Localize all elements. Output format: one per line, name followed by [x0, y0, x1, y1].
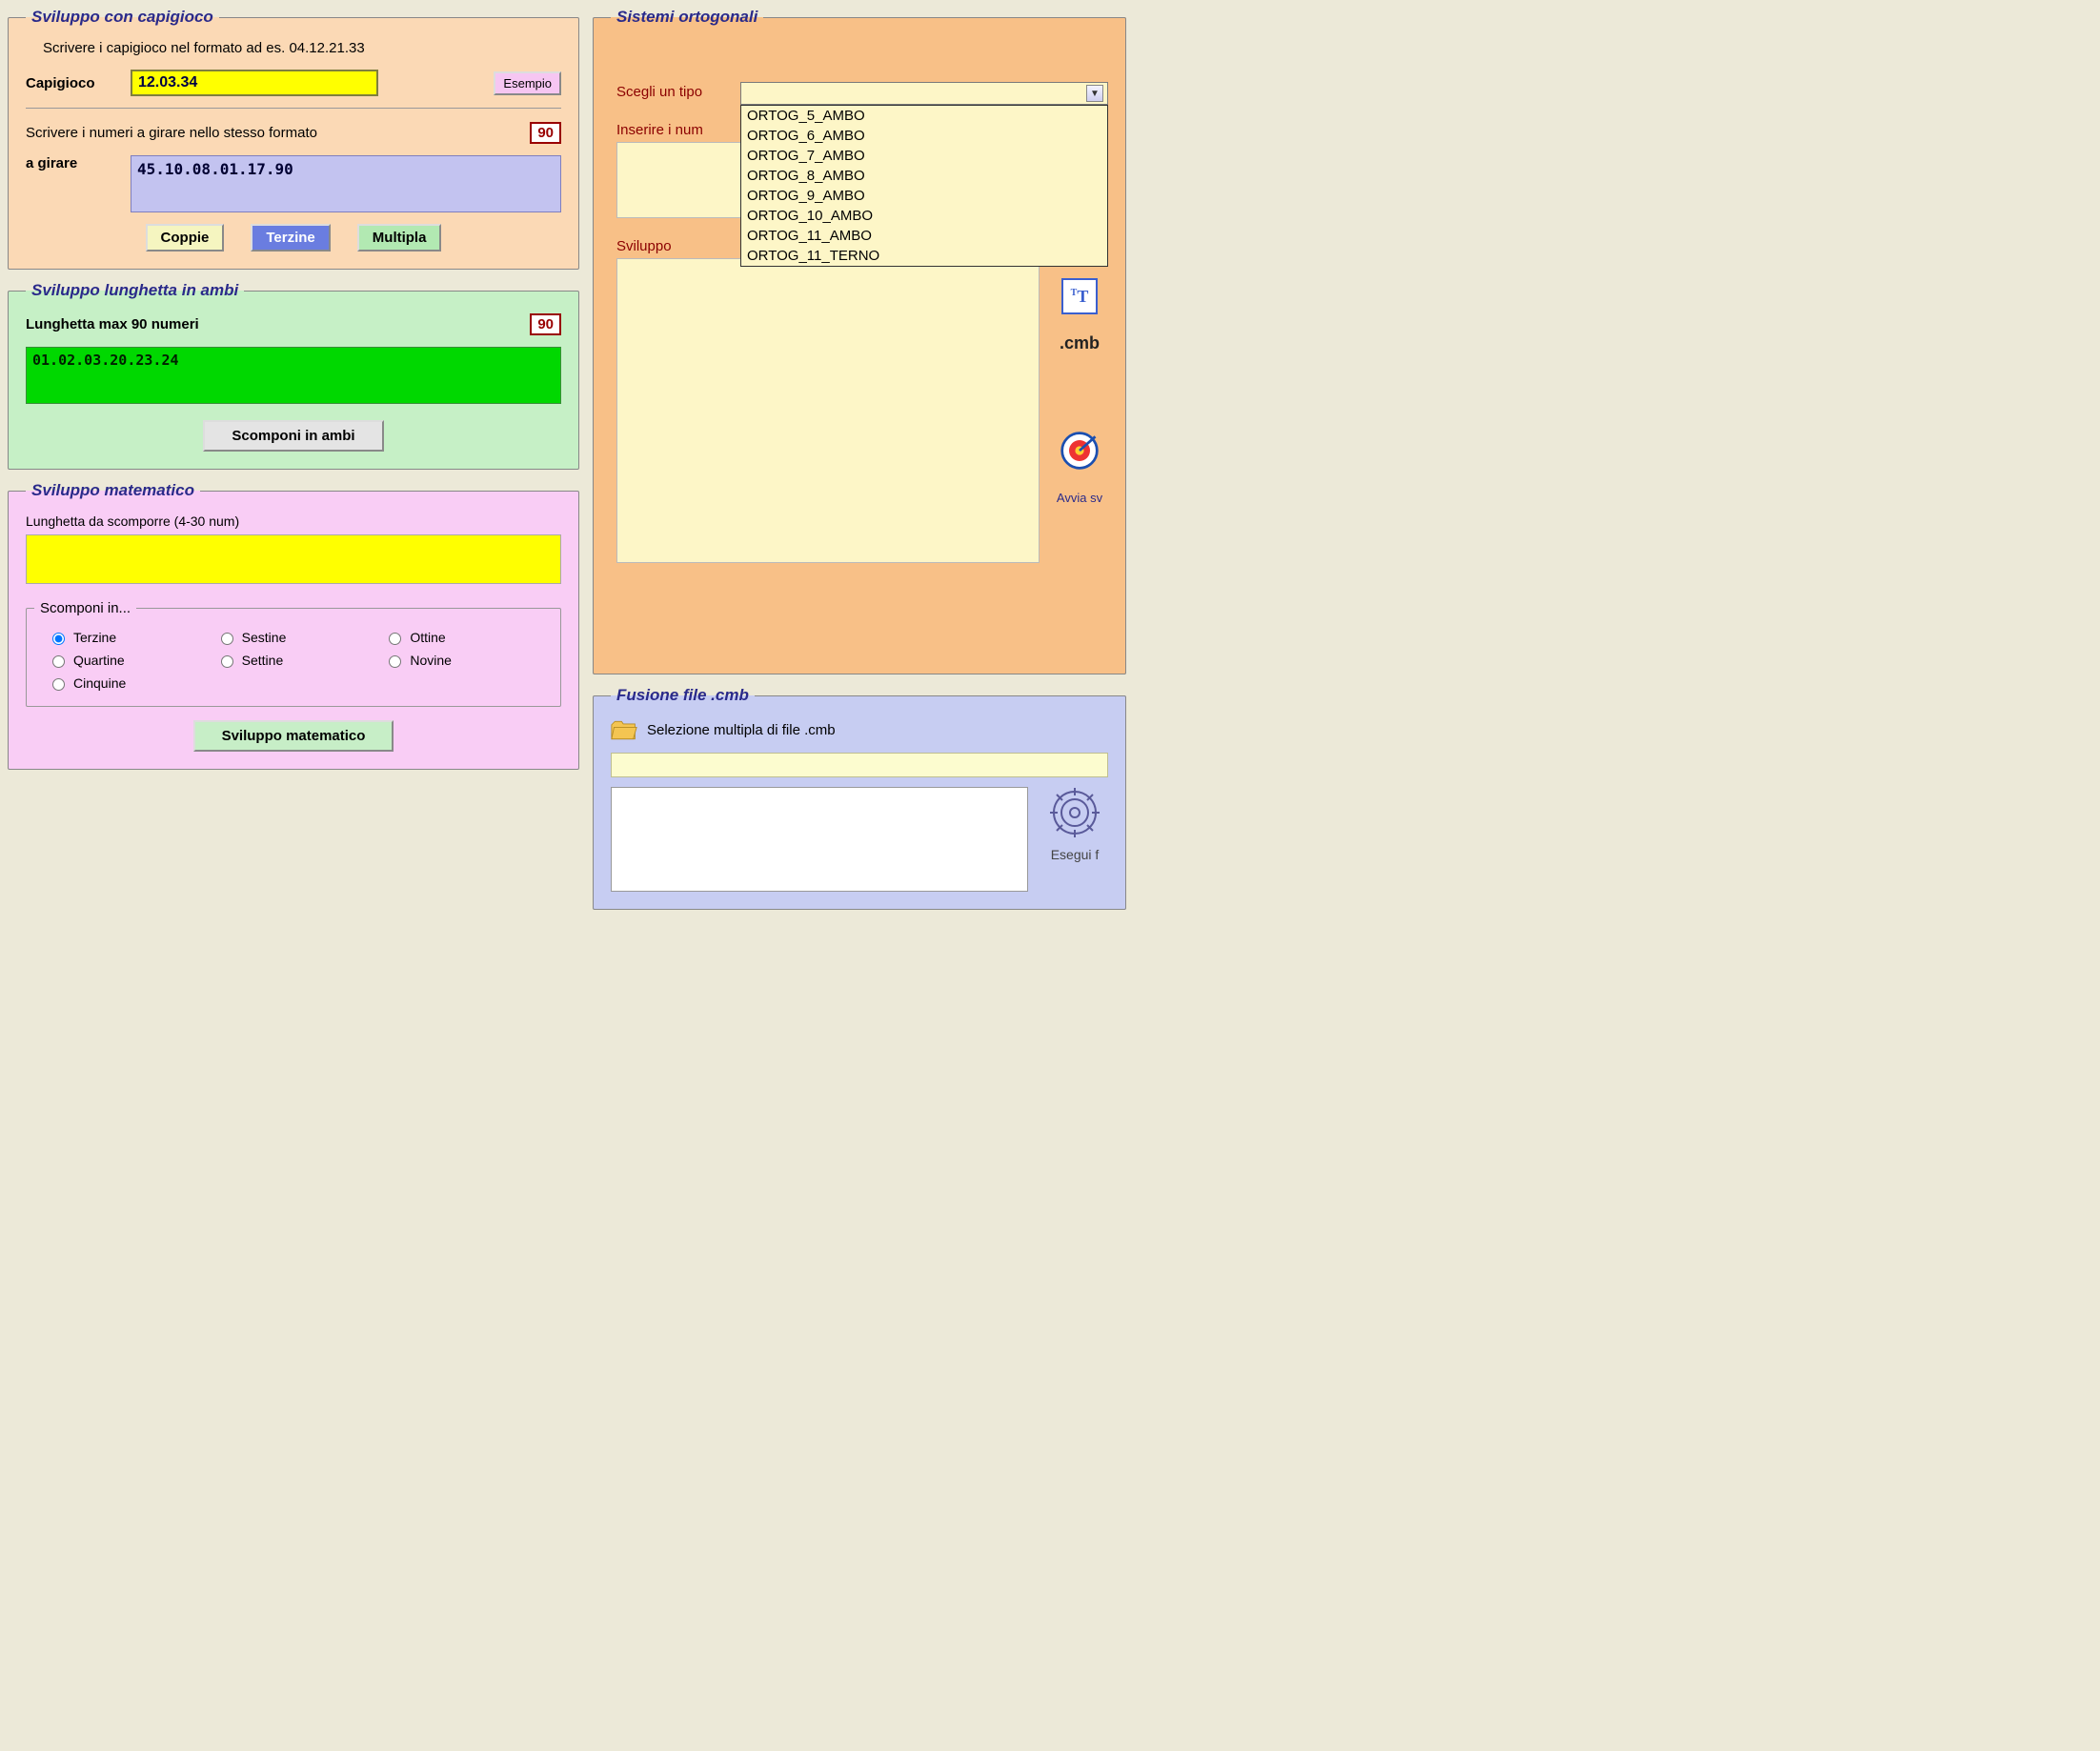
folder-open-icon[interactable]: [611, 718, 637, 741]
scomponi-in-legend: Scomponi in...: [34, 600, 136, 616]
cmb-extension-label: .cmb: [1060, 333, 1100, 353]
fusione-legend: Fusione file .cmb: [611, 686, 755, 705]
radio-terzine[interactable]: Terzine: [48, 630, 216, 645]
sviluppo-matematico-button[interactable]: Sviluppo matematico: [193, 720, 394, 752]
lunghetta-input[interactable]: [26, 347, 561, 404]
matematico-panel: Sviluppo matematico Lunghetta da scompor…: [8, 481, 579, 770]
combo-option[interactable]: ORTOG_9_AMBO: [741, 186, 1107, 206]
combo-option[interactable]: ORTOG_11_AMBO: [741, 226, 1107, 246]
divider: [26, 108, 561, 109]
target-icon[interactable]: [1059, 430, 1100, 472]
radio-ottine[interactable]: Ottine: [384, 630, 553, 645]
girare-instruction: Scrivere i numeri a girare nello stesso …: [26, 125, 520, 141]
multipla-button[interactable]: Multipla: [357, 224, 442, 252]
combo-option[interactable]: ORTOG_10_AMBO: [741, 206, 1107, 226]
fusione-panel: Fusione file .cmb Selezione multipla di …: [593, 686, 1126, 910]
capigioco-input[interactable]: [131, 70, 378, 96]
combo-option[interactable]: ORTOG_7_AMBO: [741, 146, 1107, 166]
combo-option[interactable]: ORTOG_5_AMBO: [741, 106, 1107, 126]
girare-label: a girare: [26, 155, 121, 171]
girare-input[interactable]: [131, 155, 561, 212]
combo-option[interactable]: ORTOG_11_TERNO: [741, 246, 1107, 266]
avvia-sviluppo-label: Avvia sv: [1057, 491, 1102, 505]
sistemi-legend: Sistemi ortogonali: [611, 8, 763, 27]
radio-novine[interactable]: Novine: [384, 653, 553, 668]
gear-icon[interactable]: [1049, 787, 1100, 838]
lunghetta-max-label: Lunghetta max 90 numeri: [26, 316, 520, 332]
combo-dropdown[interactable]: ORTOG_5_AMBOORTOG_6_AMBOORTOG_7_AMBOORTO…: [740, 105, 1108, 267]
matematico-legend: Sviluppo matematico: [26, 481, 200, 500]
badge-90: 90: [530, 122, 561, 144]
combo-option[interactable]: ORTOG_6_AMBO: [741, 126, 1107, 146]
chevron-down-icon[interactable]: ▼: [1086, 85, 1103, 102]
scomponi-ambi-button[interactable]: Scomponi in ambi: [203, 420, 383, 452]
type-combobox[interactable]: ▼ ORTOG_5_AMBOORTOG_6_AMBOORTOG_7_AMBOOR…: [740, 82, 1108, 105]
radio-cinquine[interactable]: Cinquine: [48, 675, 216, 691]
matematico-input[interactable]: [26, 534, 561, 584]
combo-option[interactable]: ORTOG_8_AMBO: [741, 166, 1107, 186]
esegui-fusione-label: Esegui f: [1041, 847, 1108, 862]
coppie-button[interactable]: Coppie: [146, 224, 225, 252]
lunghetta-panel: Sviluppo lunghetta in ambi Lunghetta max…: [8, 281, 579, 470]
selezione-label: Selezione multipla di file .cmb: [647, 722, 836, 738]
radio-settine[interactable]: Settine: [216, 653, 385, 668]
capigioco-legend: Sviluppo con capigioco: [26, 8, 219, 27]
capigioco-instruction: Scrivere i capigioco nel formato ad es. …: [43, 40, 561, 56]
terzine-button[interactable]: Terzine: [251, 224, 330, 252]
font-icon[interactable]: TT: [1061, 278, 1098, 314]
esempio-button[interactable]: Esempio: [494, 71, 561, 95]
lunghetta-legend: Sviluppo lunghetta in ambi: [26, 281, 244, 300]
badge-90: 90: [530, 313, 561, 335]
capigioco-panel: Sviluppo con capigioco Scrivere i capigi…: [8, 8, 579, 270]
scomponi-in-group: Scomponi in... Terzine Sestine Ottine Qu…: [26, 600, 561, 707]
type-label: Scegli un tipo: [616, 84, 731, 100]
fusione-list[interactable]: [611, 787, 1028, 892]
capigioco-label: Capigioco: [26, 75, 121, 91]
fusione-path-input[interactable]: [611, 753, 1108, 777]
sistemi-panel: Sistemi ortogonali Scegli un tipo ▼ ORTO…: [593, 8, 1126, 674]
radio-sestine[interactable]: Sestine: [216, 630, 385, 645]
matematico-desc: Lunghetta da scomporre (4-30 num): [26, 513, 561, 529]
sviluppo-output[interactable]: [616, 258, 1040, 563]
radio-quartine[interactable]: Quartine: [48, 653, 216, 668]
